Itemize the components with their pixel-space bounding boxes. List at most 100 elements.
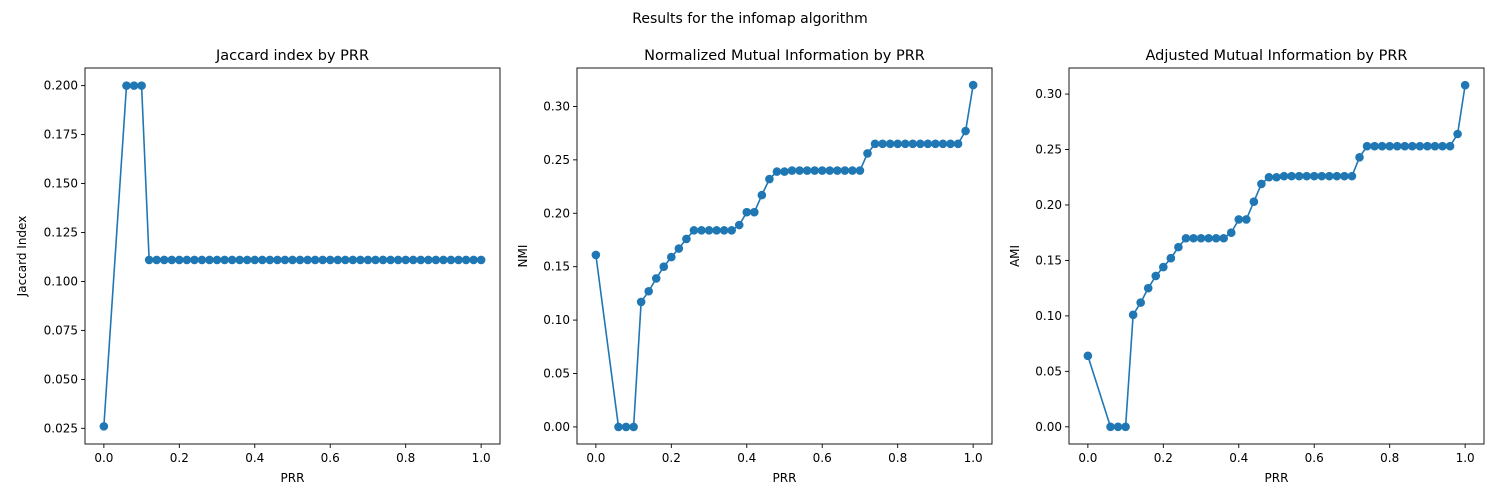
- nmi-panel-title: Normalized Mutual Information by PRR: [644, 48, 925, 64]
- jaccard-ytick-label: 0.175: [44, 128, 78, 142]
- ami-data-point: [1355, 152, 1364, 162]
- nmi-data-point: [817, 166, 827, 175]
- jaccard-data-point: [424, 255, 433, 265]
- jaccard-data-point: [446, 255, 456, 265]
- jaccard-axes-frame: [84, 67, 501, 445]
- nmi-data-point: [833, 166, 842, 175]
- jaccard-panel-title: Jaccard index by PRR: [215, 48, 369, 64]
- jaccard-data-point: [348, 255, 358, 265]
- nmi-data-point: [734, 220, 744, 230]
- ami-data-point: [1294, 171, 1304, 181]
- nmi-data-point: [863, 149, 872, 158]
- jaccard-data-point: [167, 255, 177, 265]
- nmi-data-point: [825, 166, 835, 175]
- nmi-axes-frame: [576, 67, 993, 445]
- ami-data-point: [1226, 228, 1236, 238]
- jaccard-data-point: [258, 255, 267, 265]
- ami-data-point: [1181, 233, 1191, 243]
- jaccard-data-point: [325, 255, 335, 265]
- jaccard-data-point: [129, 81, 139, 90]
- ami-data-point: [1385, 141, 1394, 151]
- ami-data-point: [1370, 141, 1379, 151]
- ami-data-point: [1159, 262, 1168, 272]
- nmi-data-point: [953, 139, 963, 149]
- ami-ytick-label: 0.20: [1035, 198, 1062, 212]
- ami-xtick-label: 0.8: [1380, 451, 1399, 465]
- nmi-data-point: [636, 297, 646, 307]
- ami-data-point: [1128, 310, 1138, 320]
- jaccard-panel-ylabel: Jaccard Index: [15, 216, 29, 298]
- nmi-data-point: [848, 166, 857, 175]
- jaccard-data-point: [318, 255, 327, 265]
- nmi-data-point: [923, 139, 933, 149]
- jaccard-data-point: [273, 255, 282, 265]
- jaccard-ytick-label: 0.025: [44, 421, 78, 435]
- nmi-data-point: [674, 244, 684, 253]
- jaccard-xtick-label: 0.6: [321, 451, 340, 465]
- jaccard-data-point: [137, 81, 146, 90]
- jaccard-data-point: [476, 255, 486, 265]
- jaccard-data-point: [363, 255, 373, 265]
- nmi-xtick-label: 0.0: [586, 451, 605, 465]
- nmi-data-point: [629, 422, 638, 432]
- nmi-data-point: [946, 139, 955, 149]
- jaccard-data-point: [303, 255, 312, 265]
- ami-data-point: [1377, 141, 1387, 151]
- nmi-xtick-label: 0.4: [737, 451, 756, 465]
- ami-data-point: [1211, 233, 1221, 243]
- jaccard-data-point: [401, 255, 410, 265]
- ami-data-point: [1392, 141, 1402, 151]
- ami-data-point: [1083, 351, 1093, 361]
- ami-data-point: [1287, 171, 1296, 181]
- ami-data-point: [1408, 141, 1417, 151]
- ami-data-point: [1121, 422, 1130, 432]
- ami-xtick-label: 0.4: [1229, 451, 1248, 465]
- ami-data-point: [1325, 171, 1334, 181]
- figure-suptitle: Results for the infomap algorithm: [632, 11, 868, 27]
- nmi-data-point: [938, 139, 948, 149]
- ami-data-point: [1332, 171, 1342, 181]
- nmi-data-point: [780, 167, 789, 176]
- jaccard-data-point: [99, 422, 109, 431]
- nmi-data-point: [757, 190, 767, 200]
- nmi-data-point: [855, 166, 865, 175]
- jaccard-ytick-label: 0.125: [44, 226, 78, 240]
- jaccard-data-point: [454, 255, 463, 265]
- jaccard-ytick-label: 0.200: [44, 79, 78, 93]
- jaccard-xtick-label: 0.4: [245, 451, 264, 465]
- nmi-data-point: [621, 422, 631, 432]
- nmi-data-point: [968, 80, 978, 90]
- ami-data-point: [1219, 233, 1228, 243]
- nmi-data-point: [765, 174, 774, 184]
- jaccard-panel: Jaccard index by PRR PRR Jaccard Index 0…: [15, 48, 501, 485]
- nmi-data-point: [750, 207, 759, 217]
- jaccard-data-point: [175, 255, 184, 265]
- ami-xtick-label: 0.0: [1078, 451, 1097, 465]
- nmi-ytick-label: 0.05: [543, 367, 570, 381]
- nmi-xtick-label: 0.6: [813, 451, 832, 465]
- ami-data-point: [1264, 172, 1274, 182]
- nmi-data-point: [961, 126, 970, 136]
- jaccard-data-point: [265, 255, 275, 265]
- nmi-data-point: [802, 166, 812, 175]
- ami-data-point: [1174, 242, 1183, 252]
- ami-panel-title: Adjusted Mutual Information by PRR: [1146, 48, 1408, 64]
- nmi-series-line: [595, 84, 974, 428]
- ami-data-point: [1438, 141, 1447, 151]
- nmi-data-point: [667, 252, 676, 262]
- jaccard-data-point: [250, 255, 260, 265]
- jaccard-data-point: [469, 255, 478, 265]
- jaccard-data-point: [205, 255, 214, 265]
- jaccard-data-point: [386, 255, 395, 265]
- nmi-data-point: [810, 166, 819, 175]
- ami-series-line: [1087, 85, 1466, 428]
- jaccard-data-point: [416, 255, 426, 265]
- jaccard-data-point: [227, 255, 237, 265]
- ami-ytick-label: 0.10: [1035, 309, 1062, 323]
- nmi-panel: Normalized Mutual Information by PRR PRR…: [516, 48, 993, 485]
- jaccard-ytick-label: 0.050: [44, 372, 78, 386]
- ami-data-point: [1272, 172, 1281, 182]
- nmi-data-point: [704, 226, 714, 235]
- nmi-data-point: [900, 139, 910, 149]
- nmi-panel-ylabel: NMI: [516, 245, 530, 268]
